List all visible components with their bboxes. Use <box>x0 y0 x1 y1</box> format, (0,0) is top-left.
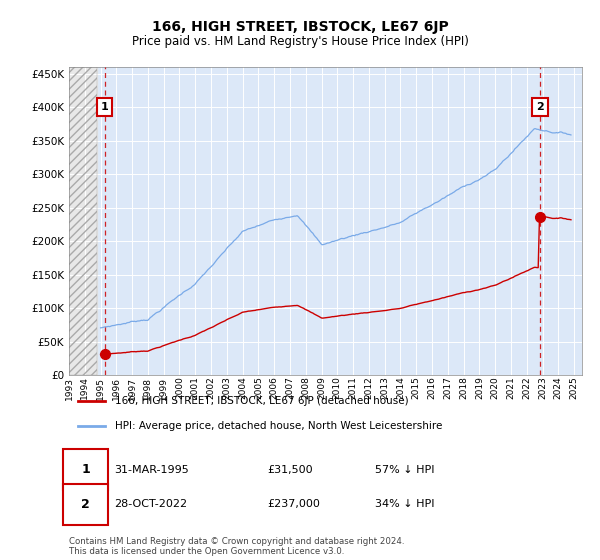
Text: £31,500: £31,500 <box>267 465 313 474</box>
Text: 2: 2 <box>81 498 90 511</box>
Text: Contains HM Land Registry data © Crown copyright and database right 2024.: Contains HM Land Registry data © Crown c… <box>69 537 404 546</box>
Text: 166, HIGH STREET, IBSTOCK, LE67 6JP (detached house): 166, HIGH STREET, IBSTOCK, LE67 6JP (det… <box>115 396 408 407</box>
Text: Price paid vs. HM Land Registry's House Price Index (HPI): Price paid vs. HM Land Registry's House … <box>131 35 469 48</box>
Text: 57% ↓ HPI: 57% ↓ HPI <box>375 465 434 474</box>
Text: 2: 2 <box>536 102 544 113</box>
Bar <box>69 67 97 375</box>
Text: HPI: Average price, detached house, North West Leicestershire: HPI: Average price, detached house, Nort… <box>115 421 442 431</box>
Text: 31-MAR-1995: 31-MAR-1995 <box>114 465 189 474</box>
Bar <box>69 67 97 375</box>
Text: 166, HIGH STREET, IBSTOCK, LE67 6JP: 166, HIGH STREET, IBSTOCK, LE67 6JP <box>152 20 448 34</box>
Text: 1: 1 <box>101 102 109 113</box>
Text: 28-OCT-2022: 28-OCT-2022 <box>114 500 187 509</box>
Text: 1: 1 <box>81 463 90 476</box>
Text: £237,000: £237,000 <box>267 500 320 509</box>
Text: This data is licensed under the Open Government Licence v3.0.: This data is licensed under the Open Gov… <box>69 547 344 556</box>
Text: 34% ↓ HPI: 34% ↓ HPI <box>375 500 434 509</box>
